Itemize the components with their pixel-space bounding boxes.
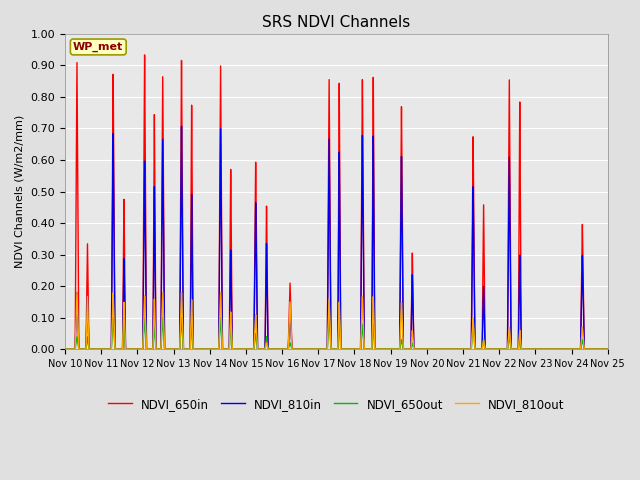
NDVI_650in (604, 346, 612, 352)
NDVI_810in (604, 346, 612, 352)
Legend: NDVI_650in, NDVI_810in, NDVI_650out, NDVI_810out: NDVI_650in, NDVI_810in, NDVI_650out, NDV… (103, 393, 570, 415)
NDVI_650out (604, 346, 612, 352)
NDVI_810out (382, 346, 390, 352)
NDVI_810out (493, 346, 500, 352)
NDVI_650in (493, 346, 500, 352)
NDVI_650in (382, 346, 390, 352)
NDVI_650out (406, 346, 413, 352)
NDVI_810out (73, 289, 81, 295)
NDVI_810out (604, 346, 612, 352)
NDVI_810out (258, 346, 266, 352)
NDVI_650in (258, 346, 266, 352)
NDVI_810in (493, 346, 500, 352)
NDVI_650out (258, 346, 266, 352)
NDVI_810out (88, 346, 96, 352)
NDVI_650in (141, 52, 148, 58)
NDVI_650out (217, 315, 225, 321)
NDVI_810out (463, 346, 471, 352)
NDVI_810in (88, 346, 96, 352)
Title: SRS NDVI Channels: SRS NDVI Channels (262, 15, 410, 30)
NDVI_810in (382, 346, 390, 352)
NDVI_650in (463, 346, 471, 352)
NDVI_810in (61, 346, 69, 352)
NDVI_810in (406, 346, 413, 352)
NDVI_810out (61, 346, 69, 352)
NDVI_810out (406, 346, 413, 352)
Line: NDVI_650out: NDVI_650out (65, 318, 608, 349)
NDVI_650in (61, 346, 69, 352)
Line: NDVI_810out: NDVI_810out (65, 292, 608, 349)
NDVI_650out (463, 346, 471, 352)
NDVI_810in (463, 346, 471, 352)
Line: NDVI_650in: NDVI_650in (65, 55, 608, 349)
NDVI_810in (178, 123, 186, 129)
NDVI_650out (88, 346, 96, 352)
NDVI_810in (258, 346, 266, 352)
Y-axis label: NDVI Channels (W/m2/mm): NDVI Channels (W/m2/mm) (15, 115, 25, 268)
NDVI_650out (61, 346, 69, 352)
NDVI_650out (493, 346, 500, 352)
Text: WP_met: WP_met (73, 42, 124, 52)
NDVI_650in (406, 346, 413, 352)
Line: NDVI_810in: NDVI_810in (65, 126, 608, 349)
NDVI_650in (88, 346, 96, 352)
NDVI_650out (382, 346, 390, 352)
